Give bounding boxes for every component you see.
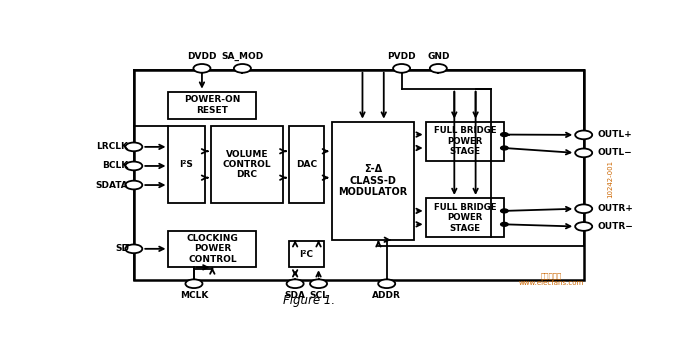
Circle shape	[125, 181, 142, 189]
Bar	[168, 92, 256, 119]
Text: MCLK: MCLK	[180, 291, 208, 300]
Circle shape	[501, 222, 508, 226]
Bar	[168, 230, 256, 267]
Text: OUTR−: OUTR−	[597, 222, 633, 231]
Text: FULL BRIDGE
POWER
STAGE: FULL BRIDGE POWER STAGE	[433, 126, 496, 156]
Text: POWER-ON
RESET: POWER-ON RESET	[184, 96, 240, 115]
Circle shape	[185, 279, 203, 288]
Text: GND: GND	[427, 52, 449, 61]
Bar	[425, 198, 504, 238]
Text: SA_MOD: SA_MOD	[221, 52, 264, 61]
Circle shape	[575, 149, 592, 157]
Text: I²S: I²S	[179, 160, 194, 169]
Circle shape	[310, 279, 327, 288]
Circle shape	[501, 133, 508, 137]
Text: Figure 1.: Figure 1.	[284, 293, 335, 307]
Circle shape	[430, 64, 447, 73]
Text: FULL BRIDGE
POWER
STAGE: FULL BRIDGE POWER STAGE	[433, 203, 496, 233]
Text: 10242-001: 10242-001	[607, 160, 613, 198]
Text: SCL: SCL	[309, 291, 328, 300]
Text: Σ-Δ
CLASS-D
MODULATOR: Σ-Δ CLASS-D MODULATOR	[339, 164, 408, 198]
Bar	[289, 126, 324, 203]
Text: PVDD: PVDD	[387, 52, 416, 61]
Circle shape	[378, 279, 395, 288]
Circle shape	[125, 161, 142, 170]
Text: I²C: I²C	[300, 250, 313, 259]
Circle shape	[501, 146, 508, 150]
Text: CLOCKING
POWER
CONTROL: CLOCKING POWER CONTROL	[186, 234, 238, 264]
Text: OUTL+: OUTL+	[597, 130, 632, 139]
Text: LRCLK: LRCLK	[96, 142, 128, 152]
Circle shape	[575, 204, 592, 213]
Text: ADDR: ADDR	[372, 291, 401, 300]
Text: SD̅: SD̅	[115, 244, 130, 253]
Text: VOLUME
CONTROL
DRC: VOLUME CONTROL DRC	[223, 149, 271, 179]
Circle shape	[501, 209, 508, 213]
Text: 电子发烧友
www.elecfans.com: 电子发烧友 www.elecfans.com	[519, 273, 585, 286]
Circle shape	[393, 64, 410, 73]
Circle shape	[575, 222, 592, 231]
Circle shape	[125, 143, 142, 151]
Circle shape	[125, 245, 142, 253]
Circle shape	[575, 131, 592, 139]
Text: BCLK: BCLK	[102, 161, 128, 171]
Text: DVDD: DVDD	[187, 52, 216, 61]
Bar	[332, 121, 414, 240]
Text: OUTR+: OUTR+	[597, 204, 633, 213]
Text: OUTL−: OUTL−	[597, 148, 631, 158]
Bar	[289, 241, 324, 267]
Bar	[211, 126, 283, 203]
Circle shape	[234, 64, 251, 73]
Bar	[425, 121, 504, 161]
Circle shape	[194, 64, 210, 73]
Text: SDATA: SDATA	[95, 181, 128, 189]
Bar	[168, 126, 205, 203]
Text: SDA: SDA	[284, 291, 306, 300]
Text: DAC: DAC	[296, 160, 317, 169]
Circle shape	[286, 279, 304, 288]
Bar	[134, 70, 584, 280]
